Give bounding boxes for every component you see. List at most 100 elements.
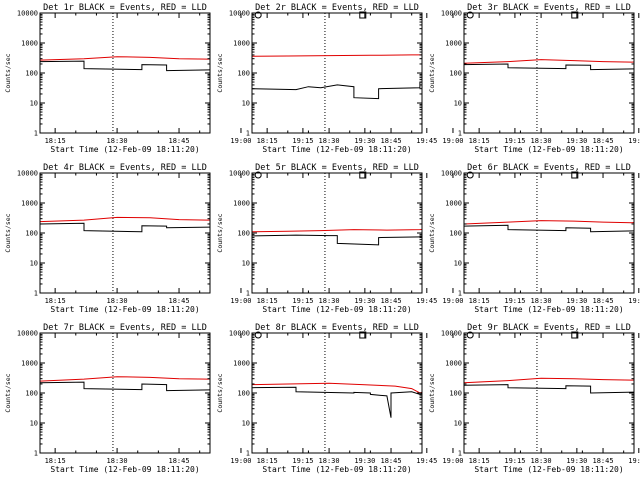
series-events-tail-line xyxy=(353,363,458,379)
y-tick-label: 10 xyxy=(454,420,462,428)
series-lld-tail-line xyxy=(274,13,458,58)
x-tick-label: 19:30 xyxy=(566,457,587,465)
axes-frame xyxy=(39,12,211,134)
y-tick-label: 10 xyxy=(242,100,250,108)
y-tick-label: 10000 xyxy=(441,330,462,338)
y-tick-label: 1000 xyxy=(233,360,250,368)
x-tick-label: 18:45 xyxy=(380,137,401,145)
plot-area xyxy=(464,173,634,293)
x-axis-label: Start Time (12-Feb-09 18:11:20) xyxy=(50,145,199,154)
plot-area xyxy=(252,173,422,293)
series-lld-line xyxy=(40,56,210,61)
y-tick-label: 10 xyxy=(454,100,462,108)
y-tick-label: 1 xyxy=(458,450,462,458)
panel-4: Det 4r BLACK = Events, RED = LLD 1 10 100 10… xyxy=(4,163,458,314)
x-tick-label: 19:30 xyxy=(566,297,587,305)
y-tick-label: 1 xyxy=(246,450,250,458)
x-tick-label: 19:30 xyxy=(354,137,375,145)
x-tick-label: 19:00 xyxy=(230,297,251,305)
x-tick-label: 18:30 xyxy=(107,457,128,465)
x-tick-label: 19:00 xyxy=(230,137,251,145)
y-tick-label: 1000 xyxy=(445,360,462,368)
series-events-line xyxy=(252,386,422,418)
y-tick-label: 1000 xyxy=(233,200,250,208)
x-tick-label: 18:15 xyxy=(469,457,490,465)
x-axis-label: Start Time (12-Feb-09 18:11:20) xyxy=(474,465,623,474)
x-tick-label: 18:15 xyxy=(45,297,66,305)
panel-title: Det 7r BLACK = Events, RED = LLD xyxy=(43,323,207,333)
plot-area xyxy=(40,173,458,293)
x-axis-label: Start Time (12-Feb-09 18:11:20) xyxy=(50,465,199,474)
y-axis-label: Counts/sec xyxy=(216,53,224,92)
x-tick-label: 18:15 xyxy=(469,137,490,145)
x-tick-label: 18:15 xyxy=(45,457,66,465)
x-tick-label: 19:45 xyxy=(416,297,437,305)
y-axis-label: Counts/sec xyxy=(428,53,436,92)
x-tick-label: 18:15 xyxy=(257,137,278,145)
x-tick-label: 19:15 xyxy=(292,297,313,305)
y-axis-label: Counts/sec xyxy=(4,213,12,252)
y-tick-label: 1000 xyxy=(21,200,38,208)
series-lld-line xyxy=(464,220,634,225)
panel-title: Det 4r BLACK = Events, RED = LLD xyxy=(43,163,207,173)
y-tick-label: 100 xyxy=(25,230,38,238)
x-tick-label: 18:15 xyxy=(257,297,278,305)
y-tick-label: 10 xyxy=(30,420,38,428)
y-tick-label: 10 xyxy=(30,260,38,268)
x-tick-label: 19:15 xyxy=(504,137,525,145)
x-tick-label: 19:30 xyxy=(354,297,375,305)
series-events-tail-line xyxy=(344,46,458,59)
series-events-line xyxy=(252,81,422,100)
series-events-tail-line xyxy=(618,81,640,87)
x-tick-label: 18:30 xyxy=(319,297,340,305)
y-tick-label: 10000 xyxy=(229,330,250,338)
x-tick-label: 18:45 xyxy=(168,457,189,465)
axes-frame xyxy=(463,172,635,294)
axes-frame xyxy=(39,172,211,294)
series-events-line xyxy=(40,222,210,233)
x-tick-label: 19:45 xyxy=(628,457,640,465)
panel-7: Det 7r BLACK = Events, RED = LLD 1 10 100 10… xyxy=(4,323,458,474)
y-tick-label: 10000 xyxy=(17,170,38,178)
y-axis-label: Counts/sec xyxy=(428,213,436,252)
panel-title: Det 1r BLACK = Events, RED = LLD xyxy=(43,3,207,13)
series-events-line xyxy=(40,60,210,72)
x-tick-label: 18:45 xyxy=(592,297,613,305)
series-lld-tail-line xyxy=(478,333,640,382)
y-tick-label: 10 xyxy=(242,420,250,428)
y-axis-label: Counts/sec xyxy=(4,373,12,412)
panel-6: Det 6r BLACK = Events, RED = LLD 1 10 100 10… xyxy=(428,163,635,314)
series-lld-tail-line xyxy=(274,173,458,219)
panel-title: Det 6r BLACK = Events, RED = LLD xyxy=(467,163,631,173)
series-lld-tail-line xyxy=(486,13,640,55)
x-axis-label: Start Time (12-Feb-09 18:11:20) xyxy=(474,145,623,154)
series-lld-tail-line xyxy=(274,333,458,379)
x-tick-label: 18:30 xyxy=(319,137,340,145)
series-events-line xyxy=(464,224,634,233)
series-lld-line xyxy=(464,377,634,384)
series-lld-line xyxy=(464,59,634,64)
series-lld-line xyxy=(40,376,210,382)
x-tick-label: 18:45 xyxy=(592,137,613,145)
y-axis-label: Counts/sec xyxy=(216,213,224,252)
x-tick-label: 18:30 xyxy=(319,457,340,465)
y-tick-label: 100 xyxy=(237,70,250,78)
y-tick-label: 10000 xyxy=(441,10,462,18)
panel-9: Det 9r BLACK = Events, RED = LLD 1 10 100 10… xyxy=(428,323,635,474)
y-tick-label: 1 xyxy=(34,290,38,298)
x-axis-label: Start Time (12-Feb-09 18:11:20) xyxy=(50,305,199,314)
x-axis-label: Start Time (12-Feb-09 18:11:20) xyxy=(262,465,411,474)
y-tick-label: 1000 xyxy=(233,40,250,48)
x-tick-label: 19:30 xyxy=(354,457,375,465)
x-tick-label: 18:30 xyxy=(107,297,128,305)
y-tick-label: 1000 xyxy=(445,40,462,48)
y-tick-label: 100 xyxy=(237,230,250,238)
plot-area xyxy=(464,333,634,453)
series-lld-line xyxy=(252,54,422,57)
x-tick-label: 18:45 xyxy=(380,457,401,465)
x-tick-label: 18:45 xyxy=(380,297,401,305)
x-tick-label: 19:00 xyxy=(442,137,463,145)
axes-frame xyxy=(463,12,635,134)
y-tick-label: 100 xyxy=(449,230,462,238)
y-tick-label: 100 xyxy=(237,390,250,398)
